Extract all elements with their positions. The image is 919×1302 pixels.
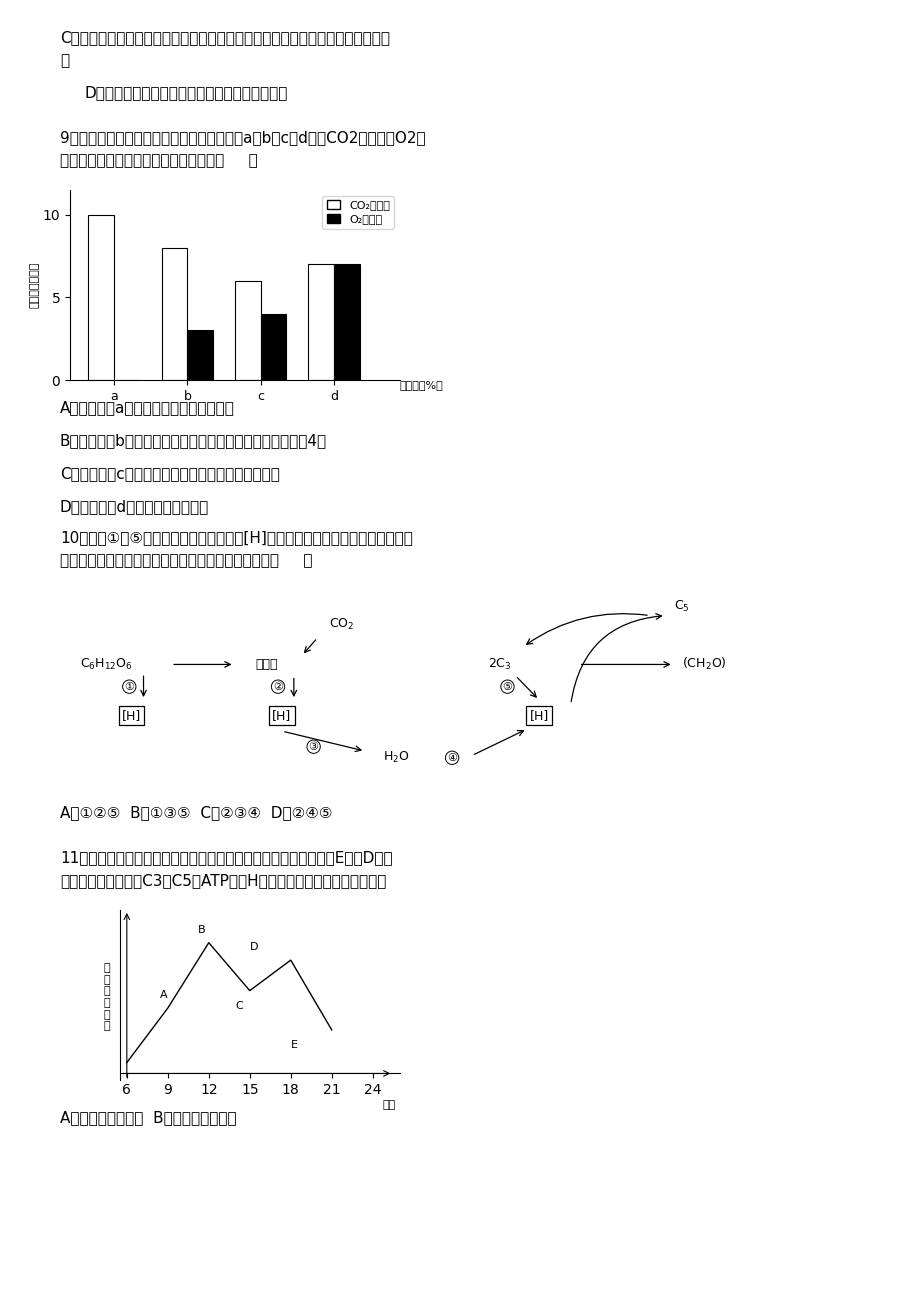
Bar bbox=[187, 331, 213, 380]
Text: $\mathregular{C_6H_{12}O_6}$: $\mathregular{C_6H_{12}O_6}$ bbox=[80, 658, 133, 672]
Y-axis label: 气体交换相对值: 气体交换相对值 bbox=[29, 262, 40, 309]
Bar bbox=[162, 247, 187, 380]
Text: $\mathregular{H_2O}$: $\mathregular{H_2O}$ bbox=[383, 750, 410, 766]
Text: A: A bbox=[160, 990, 167, 1000]
Text: ④: ④ bbox=[447, 753, 457, 763]
Text: 氧浓度（%）: 氧浓度（%） bbox=[400, 380, 443, 391]
Text: ②: ② bbox=[273, 682, 283, 691]
Text: ③: ③ bbox=[308, 742, 318, 751]
Text: $(\mathregular{CH_2O})$: $(\mathregular{CH_2O})$ bbox=[681, 656, 725, 673]
Legend: CO₂释放量, O₂吸收量: CO₂释放量, O₂吸收量 bbox=[322, 195, 394, 229]
Text: 时间: 时间 bbox=[382, 1100, 395, 1109]
Bar bbox=[260, 314, 286, 380]
Text: 丙酮酸: 丙酮酸 bbox=[255, 658, 278, 671]
Bar bbox=[88, 215, 114, 380]
Text: $\mathregular{2C_3}$: $\mathregular{2C_3}$ bbox=[487, 658, 511, 672]
Text: ①: ① bbox=[124, 682, 134, 691]
Text: 用: 用 bbox=[60, 53, 69, 68]
Text: A．升、升、升、升  B．降、降、降、降: A．升、升、升、升 B．降、降、降、降 bbox=[60, 1111, 236, 1125]
Bar bbox=[308, 264, 334, 380]
Text: $\mathregular{C_5}$: $\mathregular{C_5}$ bbox=[673, 599, 688, 615]
Text: [H]: [H] bbox=[272, 710, 291, 723]
Text: 光
合
作
用
强
度: 光 合 作 用 强 度 bbox=[103, 963, 109, 1031]
Text: B: B bbox=[198, 924, 206, 935]
Text: C．实验前应对马铃薯块茎碎屑消毒，是为了防止微生物妨碍马铃薯细胞的呼吸作: C．实验前应对马铃薯块茎碎屑消毒，是为了防止微生物妨碍马铃薯细胞的呼吸作 bbox=[60, 30, 390, 46]
Text: 10．图中①～⑤表示植物体叶肉细胞中与[H]的来源和去向相关的生理过程，依次: 10．图中①～⑤表示植物体叶肉细胞中与[H]的来源和去向相关的生理过程，依次 bbox=[60, 530, 413, 546]
Text: ⑤: ⑤ bbox=[502, 682, 512, 691]
Text: D．氧浓度为d时，只进行有氧呼吸: D．氧浓度为d时，只进行有氧呼吸 bbox=[60, 499, 209, 514]
Text: E: E bbox=[291, 1040, 298, 1051]
Text: [H]: [H] bbox=[529, 710, 548, 723]
Bar bbox=[334, 264, 359, 380]
Text: [H]: [H] bbox=[122, 710, 142, 723]
Text: C: C bbox=[234, 1001, 243, 1010]
Text: 发生在细胞质基质、线粒体内膜和叶绿体基质中的是（     ）: 发生在细胞质基质、线粒体内膜和叶绿体基质中的是（ ） bbox=[60, 553, 312, 568]
Text: D．溴麝香草酚蓝水溶液也可以换成澄清的石灰水: D．溴麝香草酚蓝水溶液也可以换成澄清的石灰水 bbox=[85, 85, 288, 100]
Text: 收量的变化。下列相关叙述不正确的是（     ）: 收量的变化。下列相关叙述不正确的是（ ） bbox=[60, 154, 257, 168]
Text: A．①②⑤  B．①③⑤  C．②③④  D．②④⑤: A．①②⑤ B．①③⑤ C．②③④ D．②④⑤ bbox=[60, 805, 332, 820]
Text: D: D bbox=[249, 943, 258, 952]
Bar bbox=[234, 281, 260, 380]
Text: $\mathregular{CO_2}$: $\mathregular{CO_2}$ bbox=[328, 617, 354, 631]
Text: C．氧浓度为c时，有氧呼吸消耗葡萄糖比无氧呼吸多: C．氧浓度为c时，有氧呼吸消耗葡萄糖比无氧呼吸多 bbox=[60, 466, 279, 480]
Text: A．氧浓度为a时，不适于贮藏该植物器官: A．氧浓度为a时，不适于贮藏该植物器官 bbox=[60, 400, 234, 415]
Text: B．氧浓度为b时，无氧呼吸消耗葡萄糖的量比有氧呼吸的多4倍: B．氧浓度为b时，无氧呼吸消耗葡萄糖的量比有氧呼吸的多4倍 bbox=[60, 434, 327, 448]
Text: 11．如图是一晴朗夏日某植物光合作用强度随时间变化的曲线图，E点与D点相: 11．如图是一晴朗夏日某植物光合作用强度随时间变化的曲线图，E点与D点相 bbox=[60, 850, 392, 865]
Text: 9．下图表示某植物的非绿色器官在氧浓度为a、b、c、d时，CO2释放量和O2吸: 9．下图表示某植物的非绿色器官在氧浓度为a、b、c、d时，CO2释放量和O2吸 bbox=[60, 130, 425, 145]
Text: 比较，叶肉细胞内的C3、C5、ATP和﹝H﹞的含量发生的变化依次是（）: 比较，叶肉细胞内的C3、C5、ATP和﹝H﹞的含量发生的变化依次是（） bbox=[60, 874, 386, 888]
